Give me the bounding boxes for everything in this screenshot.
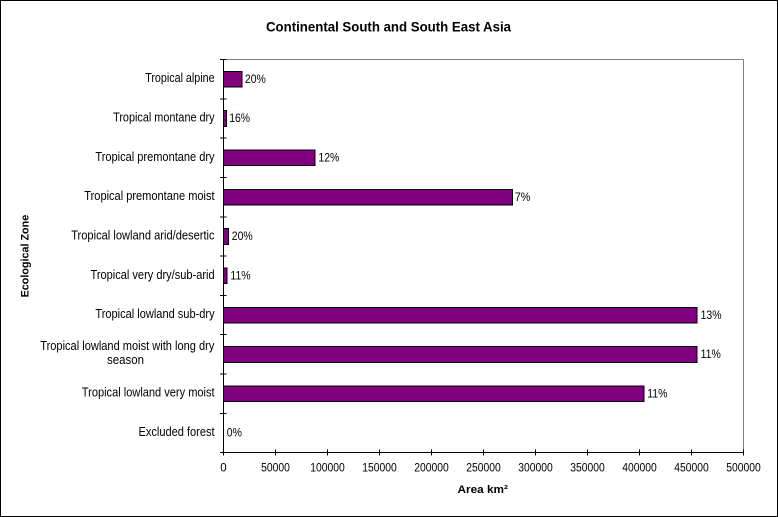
svg-text:season: season (107, 353, 144, 367)
svg-text:20%: 20% (245, 74, 266, 86)
svg-text:Tropical lowland moist with lo: Tropical lowland moist with long dry (40, 339, 215, 353)
svg-text:250000: 250000 (466, 462, 501, 474)
svg-text:7%: 7% (515, 192, 531, 204)
svg-text:450000: 450000 (674, 462, 709, 474)
svg-text:350000: 350000 (570, 462, 605, 474)
svg-text:0: 0 (220, 462, 226, 474)
svg-text:11%: 11% (647, 388, 667, 400)
svg-text:Ecological Zone: Ecological Zone (20, 215, 32, 298)
svg-text:Tropical alpine: Tropical alpine (145, 71, 214, 85)
svg-text:Tropical lowland sub-dry: Tropical lowland sub-dry (95, 307, 215, 321)
svg-text:300000: 300000 (518, 462, 553, 474)
svg-text:Tropical premontane moist: Tropical premontane moist (84, 189, 215, 203)
svg-text:400000: 400000 (622, 462, 657, 474)
svg-text:500000: 500000 (726, 462, 761, 474)
svg-text:150000: 150000 (362, 462, 397, 474)
svg-text:0%: 0% (227, 428, 242, 440)
svg-text:20%: 20% (232, 231, 253, 243)
svg-text:Tropical premontane dry: Tropical premontane dry (95, 150, 215, 164)
svg-text:Continental South and South Ea: Continental South and South East Asia (266, 19, 511, 35)
svg-text:Tropical montane dry: Tropical montane dry (113, 111, 215, 125)
svg-text:100000: 100000 (310, 462, 345, 474)
svg-text:Tropical lowland arid/desertic: Tropical lowland arid/desertic (71, 229, 214, 243)
svg-text:11%: 11% (230, 271, 250, 283)
svg-text:11%: 11% (701, 349, 721, 361)
svg-text:Tropical lowland very moist: Tropical lowland very moist (82, 386, 215, 400)
svg-text:Excluded forest: Excluded forest (139, 425, 216, 439)
svg-text:50000: 50000 (261, 462, 290, 474)
svg-text:13%: 13% (701, 310, 722, 322)
svg-text:Area km²: Area km² (458, 484, 509, 496)
svg-text:16%: 16% (229, 113, 250, 125)
svg-text:Tropical very dry/sub-arid: Tropical very dry/sub-arid (91, 268, 215, 282)
svg-text:200000: 200000 (414, 462, 449, 474)
svg-text:12%: 12% (318, 153, 339, 165)
